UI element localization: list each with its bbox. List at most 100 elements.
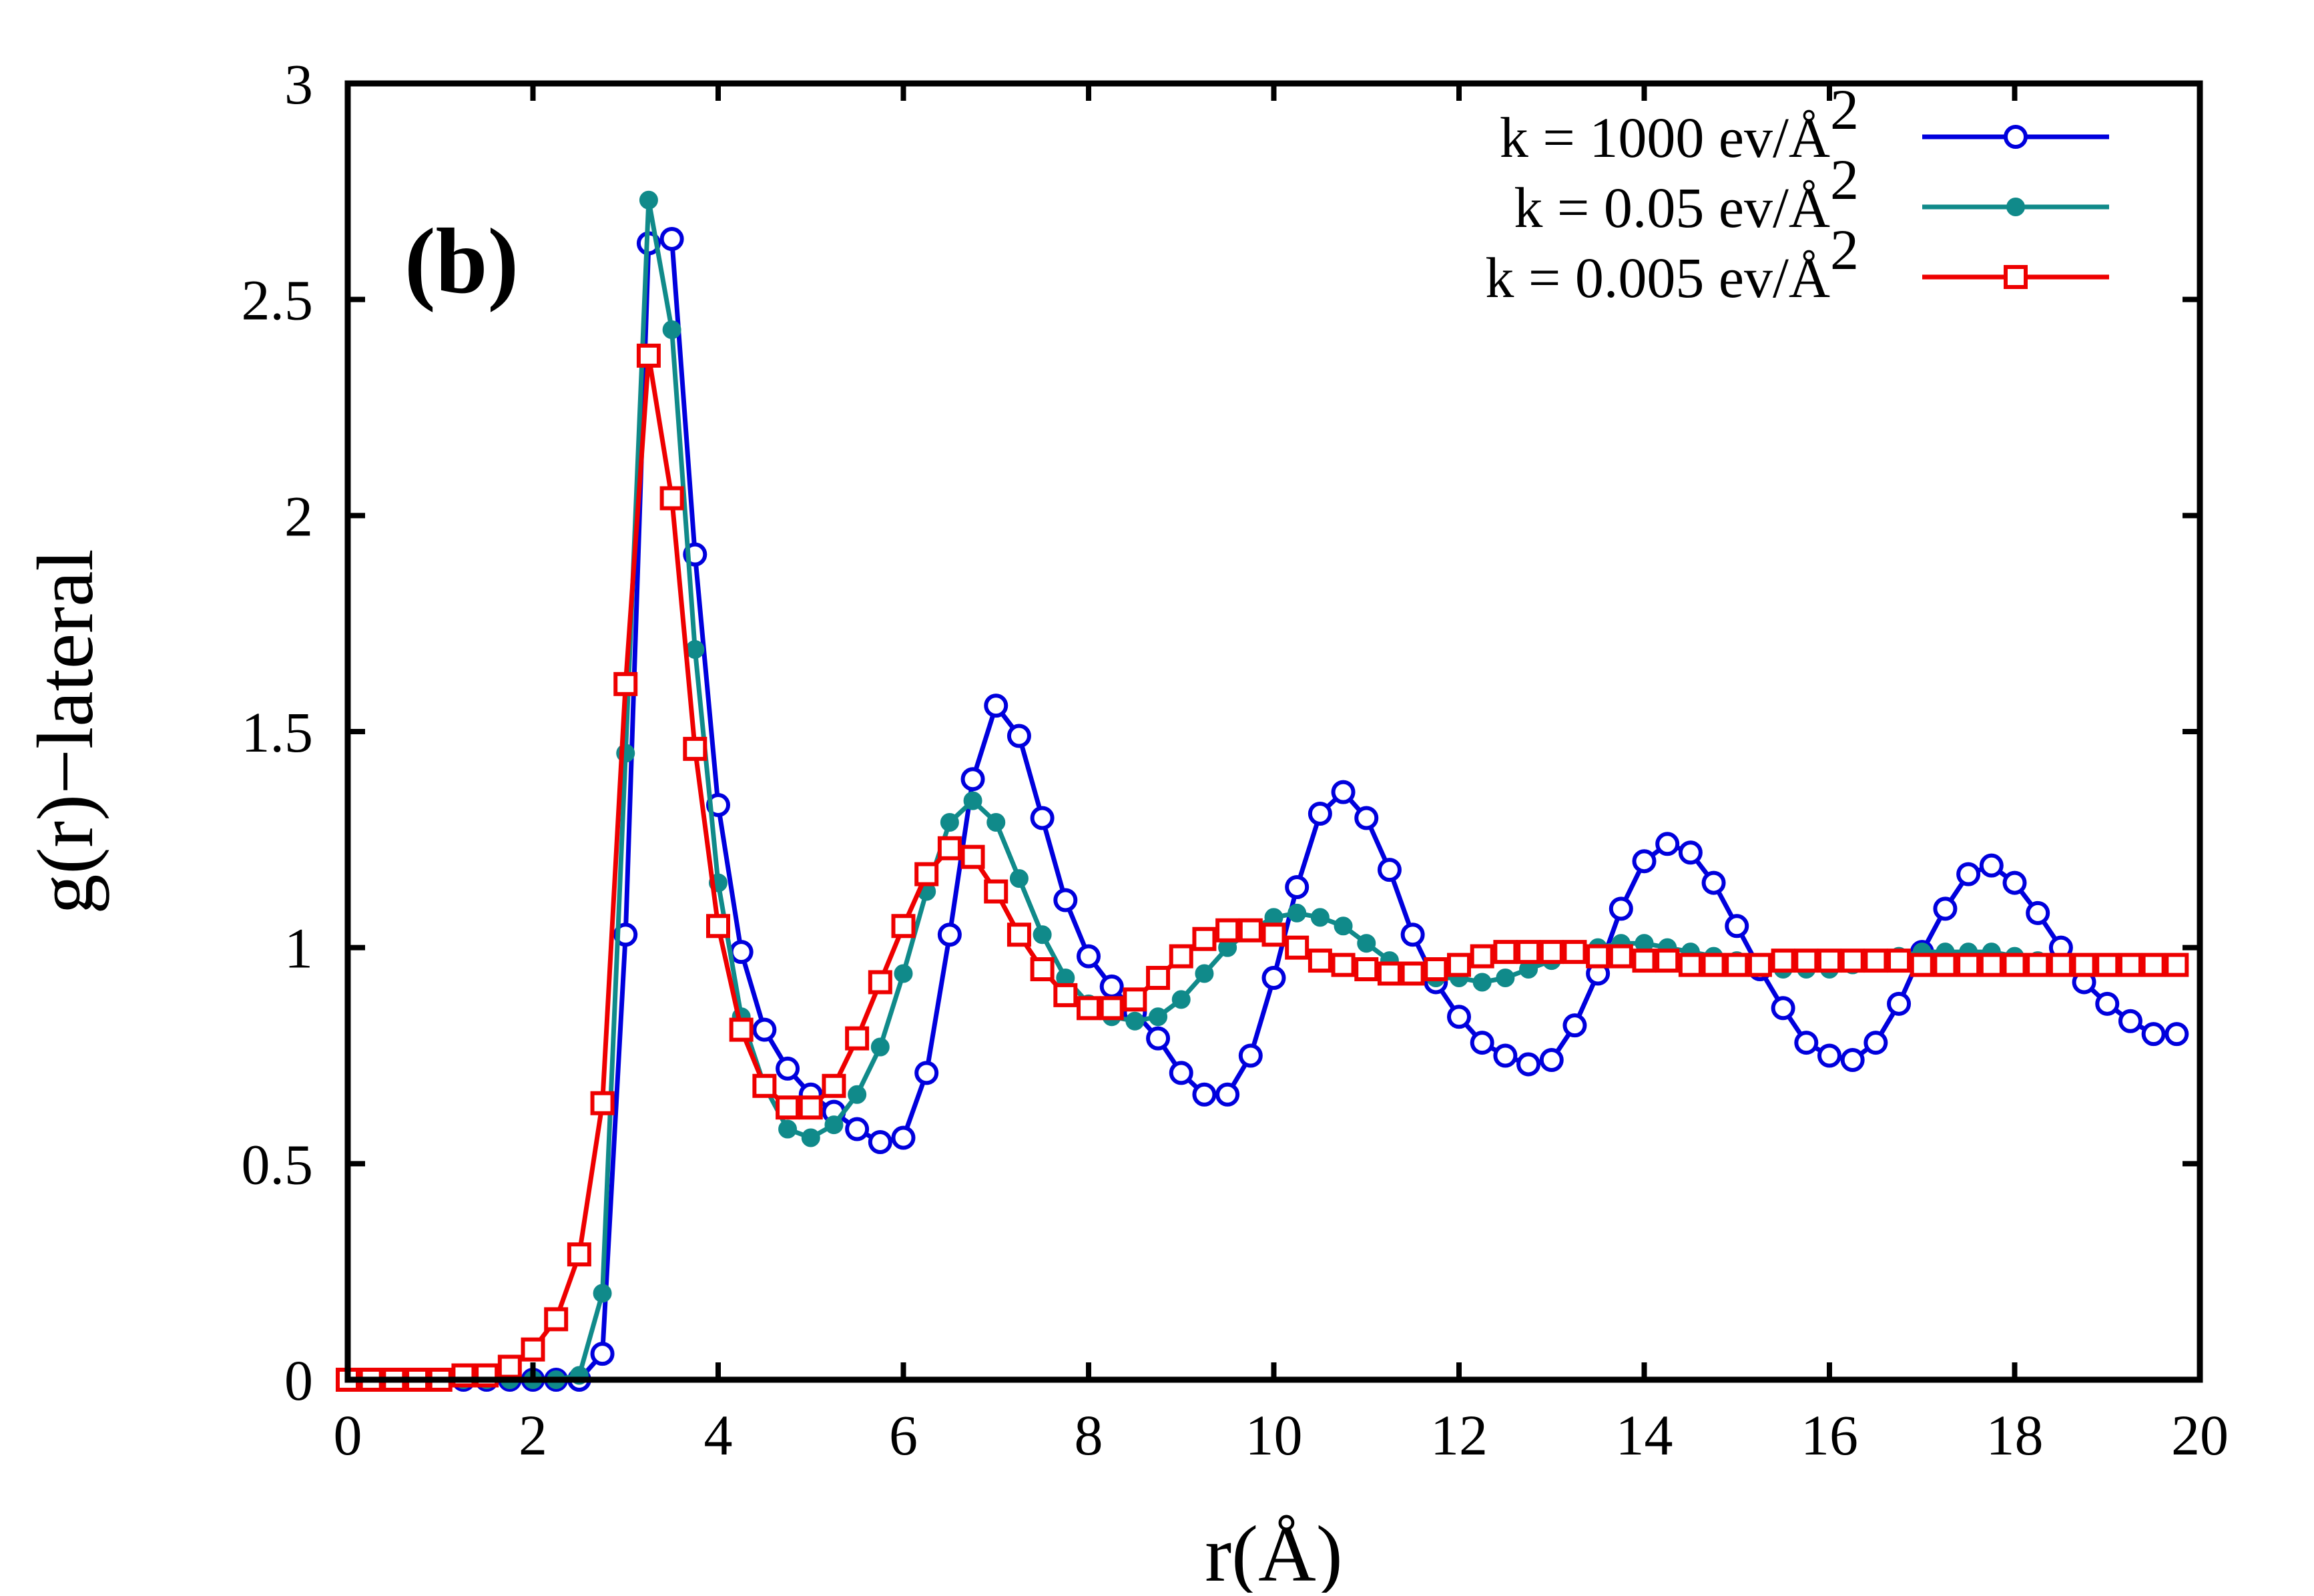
data-point <box>659 486 684 511</box>
data-point <box>2048 953 2073 977</box>
data-point <box>1887 949 1912 973</box>
data-point <box>2002 953 2027 977</box>
data-point <box>662 320 681 339</box>
legend-label-text: k = 1000 ev/Å <box>1500 105 1830 170</box>
data-point <box>2095 991 2120 1016</box>
data-point <box>1077 996 1101 1021</box>
data-point <box>1149 1007 1168 1027</box>
data-point <box>1195 964 1214 983</box>
data-point <box>1817 949 1841 973</box>
data-point <box>891 914 916 939</box>
data-point <box>1261 922 1286 947</box>
data-point <box>1632 849 1657 874</box>
x-axis-title: r(Å) <box>1205 1509 1343 1593</box>
data-point <box>1125 1011 1145 1031</box>
data-point <box>1331 953 1356 977</box>
data-point <box>822 1073 846 1098</box>
data-point <box>1910 953 1934 977</box>
data-point <box>1979 953 2004 977</box>
data-point <box>778 1119 798 1139</box>
legend-label-text: k = 0.05 ev/Å <box>1514 176 1830 240</box>
data-point <box>1472 973 1492 992</box>
data-point <box>1377 961 1402 986</box>
data-point <box>2072 953 2096 977</box>
data-point <box>2006 198 2025 216</box>
data-point <box>891 1125 916 1150</box>
data-point <box>1331 780 1356 804</box>
y-tick-label: 1 <box>284 916 313 981</box>
data-point <box>868 1129 892 1154</box>
data-point <box>1192 926 1217 951</box>
data-point <box>1863 949 1888 973</box>
legend-label-superscript: 2 <box>1830 218 1859 282</box>
legend-label: k = 1000 ev/Å2 <box>1500 77 1859 170</box>
data-point <box>1470 944 1494 969</box>
data-point <box>639 190 658 210</box>
data-point <box>1562 1013 1587 1038</box>
data-point <box>1400 922 1425 947</box>
data-point <box>1725 953 1749 977</box>
data-point <box>1447 1005 1471 1029</box>
data-point <box>845 1117 870 1141</box>
data-point <box>2141 1022 2166 1047</box>
data-point <box>1609 896 1633 921</box>
data-point <box>2004 125 2028 149</box>
data-point <box>1725 914 1749 939</box>
y-tick-label: 3 <box>284 52 313 116</box>
data-point <box>1354 957 1379 982</box>
data-point <box>1516 940 1541 965</box>
data-point <box>776 1056 800 1081</box>
data-point <box>1033 925 1052 945</box>
data-point <box>706 914 730 939</box>
data-point <box>2118 1009 2142 1033</box>
x-tick-label: 2 <box>519 1403 547 1467</box>
x-tick-label: 16 <box>1801 1403 1858 1467</box>
data-point <box>1171 990 1191 1009</box>
x-tick-label: 6 <box>889 1403 918 1467</box>
data-point <box>1562 940 1587 965</box>
data-point <box>1655 832 1680 856</box>
data-point <box>497 1354 522 1379</box>
data-point <box>1496 968 1515 987</box>
x-tick-label: 10 <box>1245 1403 1303 1467</box>
data-point <box>1539 1047 1564 1072</box>
data-point <box>1956 953 1981 977</box>
data-point <box>801 1128 820 1147</box>
data-point <box>2026 900 2050 925</box>
data-point <box>914 862 939 886</box>
legend: k = 1000 ev/Å2k = 0.05 ev/Å2k = 0.005 ev… <box>1485 77 2109 310</box>
data-point <box>937 836 962 860</box>
data-point <box>1678 953 1703 977</box>
legend-entry: k = 0.005 ev/Å2 <box>1485 218 2109 310</box>
data-point <box>1215 918 1240 943</box>
data-point <box>2004 265 2028 289</box>
legend-entry: k = 0.05 ev/Å2 <box>1514 148 2109 240</box>
data-point <box>590 1091 615 1115</box>
data-point <box>1771 996 1795 1021</box>
x-tick-label: 8 <box>1075 1403 1103 1467</box>
data-point <box>960 844 985 869</box>
data-point <box>960 767 985 792</box>
data-point <box>752 1017 777 1042</box>
data-point <box>1238 918 1263 943</box>
series-layer <box>336 190 2189 1392</box>
data-point <box>1424 957 1448 982</box>
y-tick-label: 2.5 <box>242 268 314 332</box>
data-point <box>1308 949 1332 973</box>
data-point <box>1308 801 1332 826</box>
data-point <box>1146 965 1171 990</box>
data-point <box>1840 949 1865 973</box>
data-point <box>2118 953 2142 977</box>
data-point <box>2164 1022 2189 1047</box>
data-point <box>685 640 705 659</box>
data-point <box>729 940 754 965</box>
data-point <box>1470 1031 1494 1055</box>
data-point <box>984 694 1008 718</box>
data-point <box>593 1284 612 1303</box>
data-point <box>1169 1061 1193 1085</box>
data-point <box>1794 949 1819 973</box>
data-point <box>1310 908 1330 927</box>
legend-label-text: k = 0.005 ev/Å <box>1485 246 1830 310</box>
x-tick-label: 12 <box>1430 1403 1488 1467</box>
data-point <box>1794 1031 1819 1055</box>
